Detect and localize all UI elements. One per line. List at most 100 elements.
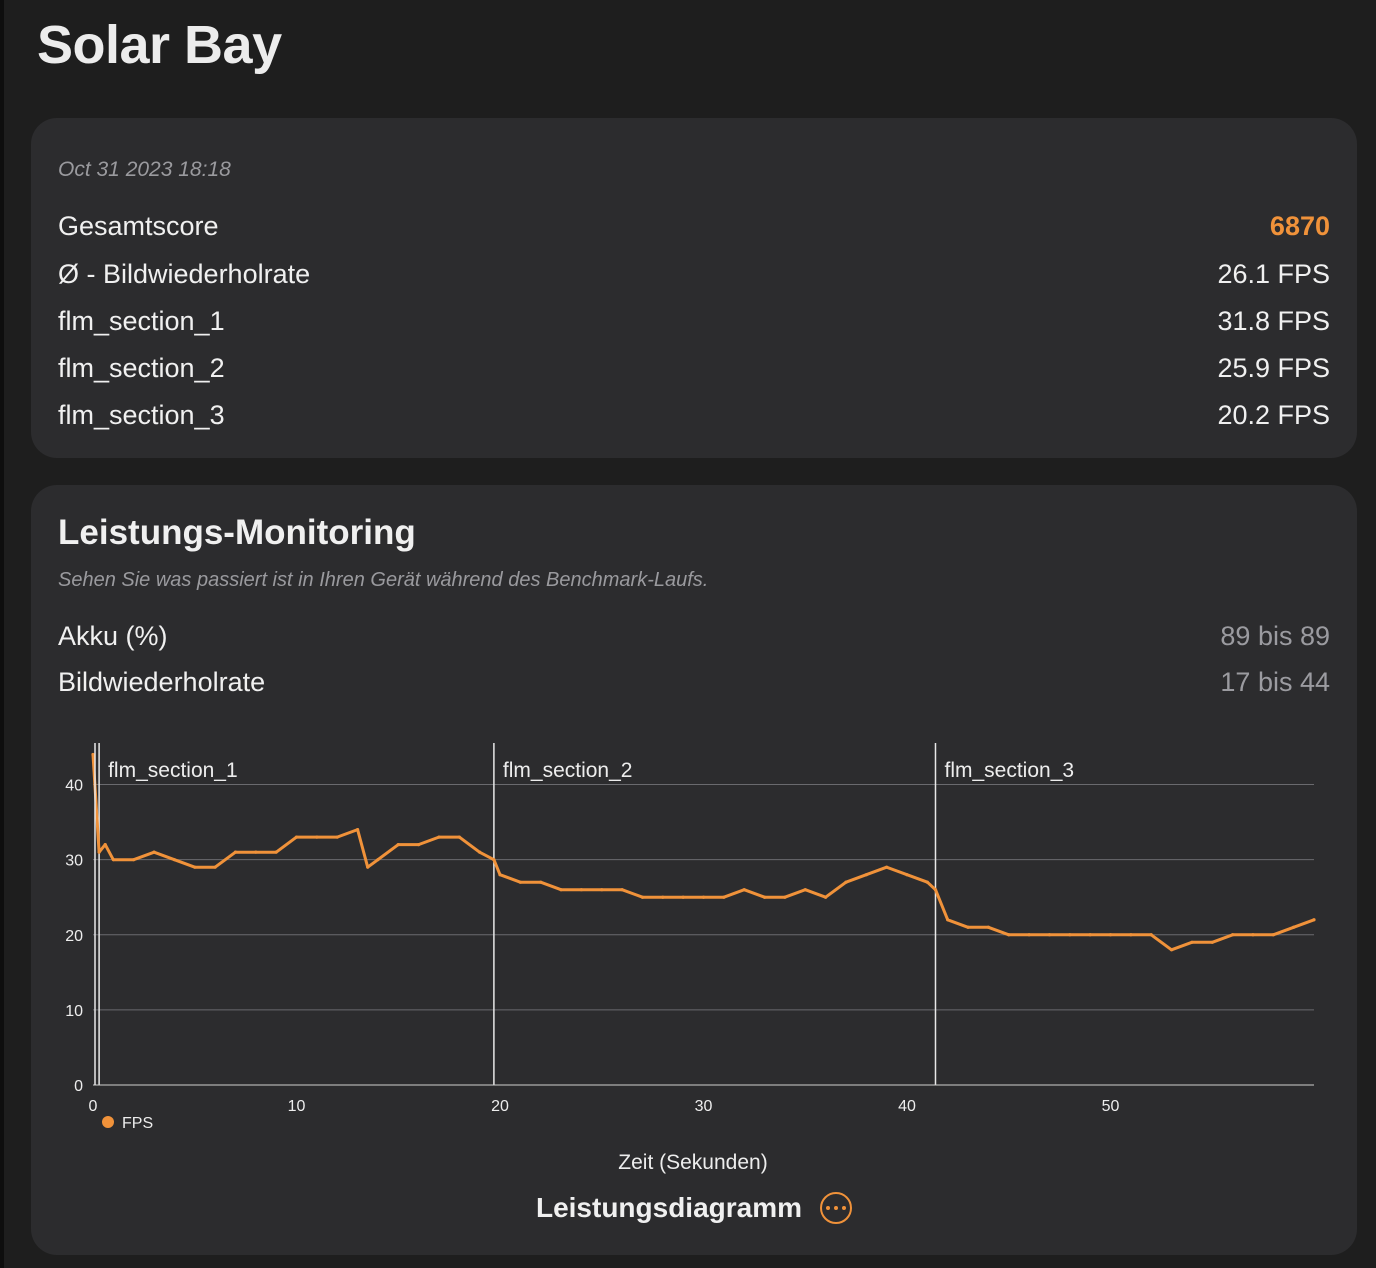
- score-value: 6870: [1269, 210, 1330, 241]
- legend-label: FPS: [122, 1115, 153, 1132]
- fps-data-point: [1088, 933, 1092, 937]
- fps-data-point: [1231, 933, 1235, 937]
- fps-data-point: [946, 918, 950, 922]
- fps-data-point: [376, 858, 380, 862]
- summary-card: Oct 31 2023 18:18 Gesamtscore 6870 Ø - B…: [31, 118, 1357, 458]
- fps-data-point: [233, 850, 238, 854]
- fps-data-point: [1169, 948, 1174, 952]
- fps-data-point: [1068, 933, 1072, 937]
- fps-data-point: [579, 888, 584, 892]
- x-tick-label: 40: [898, 1098, 916, 1115]
- legend-marker: [102, 1116, 114, 1128]
- chart-grid: [93, 784, 1314, 1011]
- page-title: Solar Bay: [37, 15, 282, 75]
- fps-data-point: [783, 895, 787, 899]
- fps-data-point: [1292, 925, 1296, 929]
- avg-fps-value: 26.1 FPS: [1217, 258, 1330, 289]
- fps-data-point: [539, 880, 543, 884]
- performance-chart-label: Leistungsdiagramm: [535, 1192, 803, 1223]
- score-label: Gesamtscore: [58, 210, 219, 241]
- fps-data-point: [1108, 933, 1113, 937]
- fps-data-point: [1129, 933, 1133, 937]
- x-axis-title: Zeit (Sekunden): [618, 1151, 767, 1174]
- fps-data-point: [559, 888, 563, 892]
- section-1-value: 31.8 FPS: [1217, 305, 1330, 336]
- fps-data-point: [824, 895, 828, 899]
- fps-data-point: [172, 858, 176, 862]
- fps-data-point: [1149, 933, 1153, 937]
- fps-chart: flm_section_1 flm_section_2 flm_section_3 …: [65, 743, 1316, 1174]
- fps-data-point: [1190, 940, 1194, 944]
- fps-data-point: [1047, 933, 1052, 937]
- chart-legend: FPS: [102, 1115, 153, 1132]
- performance-chart-button[interactable]: Leistungsdiagramm: [31, 1185, 1357, 1231]
- x-tick-label: 0: [89, 1098, 98, 1115]
- y-tick-label: 40: [65, 778, 83, 795]
- fps-data-point: [91, 752, 95, 757]
- score-row: Gesamtscore 6870: [58, 208, 1330, 244]
- section-2-label: flm_section_2: [58, 352, 225, 383]
- fps-data-point: [1007, 933, 1011, 937]
- fps-data-point: [274, 850, 278, 854]
- fps-data-point: [742, 888, 746, 892]
- fps-data-point: [905, 873, 909, 877]
- fps-data-point: [864, 873, 868, 877]
- fps-data-point: [600, 888, 604, 892]
- x-tick-label: 50: [1102, 1098, 1120, 1115]
- fps-data-point: [762, 895, 767, 899]
- y-tick-label: 30: [65, 853, 83, 870]
- fps-data-point: [152, 850, 156, 854]
- fps-series-line: [91, 754, 1315, 952]
- more-icon[interactable]: [820, 1192, 853, 1224]
- fps-data-point: [885, 865, 889, 869]
- section-2-value: 25.9 FPS: [1217, 352, 1330, 383]
- fps-data-point: [294, 835, 299, 839]
- fps-data-point: [417, 843, 421, 847]
- fps-data-point: [366, 865, 370, 869]
- fps-data-point: [1027, 933, 1031, 937]
- section-label: flm_section_3: [944, 759, 1074, 782]
- section-3-value: 20.2 FPS: [1217, 399, 1330, 430]
- x-tick-label: 20: [491, 1098, 509, 1115]
- fps-data-point: [111, 858, 115, 862]
- chart-sections: flm_section_1 flm_section_2 flm_section_3: [98, 743, 1074, 1085]
- fps-data-point: [681, 895, 685, 899]
- section-1-label: flm_section_1: [58, 305, 225, 336]
- fps-data-point: [620, 888, 624, 892]
- fps-data-point: [986, 925, 991, 929]
- fps-data-point: [661, 895, 665, 899]
- fps-data-point: [518, 880, 522, 884]
- fps-data-point: [844, 880, 848, 884]
- section-label: flm_section_2: [503, 759, 633, 782]
- chart-axes: 0 10 20 30 40 0 10 20 30 40 50 Zeit (Sekunden): [65, 743, 1314, 1174]
- avg-fps-row: Ø - Bildwiederholrate 26.1 FPS: [58, 256, 1330, 292]
- fps-range-row: Bildwiederholrate 17 bis 44: [58, 664, 1330, 700]
- fps-data-point: [498, 873, 502, 877]
- fps-data-point: [1251, 933, 1255, 937]
- fps-data-point: [132, 858, 136, 862]
- y-tick-label: 10: [65, 1003, 83, 1020]
- chart-series: [91, 752, 1316, 952]
- fps-data-point: [966, 925, 970, 929]
- monitoring-title: Leistungs-Monitoring: [58, 513, 416, 552]
- fps-data-point: [355, 828, 360, 832]
- avg-fps-label: Ø - Bildwiederholrate: [58, 258, 311, 289]
- section-2-row: flm_section_2 25.9 FPS: [58, 350, 1330, 386]
- fps-data-point: [396, 843, 400, 847]
- fps-data-point: [193, 865, 197, 869]
- fps-range-value: 17 bis 44: [1220, 666, 1330, 697]
- fps-range-label: Bildwiederholrate: [58, 666, 266, 697]
- fps-data-point: [640, 895, 645, 899]
- monitoring-subtitle: Sehen Sie was passiert ist in Ihren Gerä…: [58, 569, 709, 591]
- battery-label: Akku (%): [58, 620, 168, 651]
- fps-data-point: [1271, 933, 1275, 937]
- fps-data-point: [1312, 918, 1316, 922]
- x-tick-label: 10: [288, 1098, 306, 1115]
- run-timestamp: Oct 31 2023 18:18: [58, 158, 231, 181]
- fps-data-point: [315, 835, 319, 839]
- y-tick-label: 20: [65, 928, 83, 945]
- monitoring-card: Leistungs-Monitoring Sehen Sie was passi…: [31, 485, 1357, 1255]
- fps-data-point: [97, 850, 101, 854]
- section-1-row: flm_section_1 31.8 FPS: [58, 303, 1330, 339]
- fps-data-point: [457, 835, 461, 839]
